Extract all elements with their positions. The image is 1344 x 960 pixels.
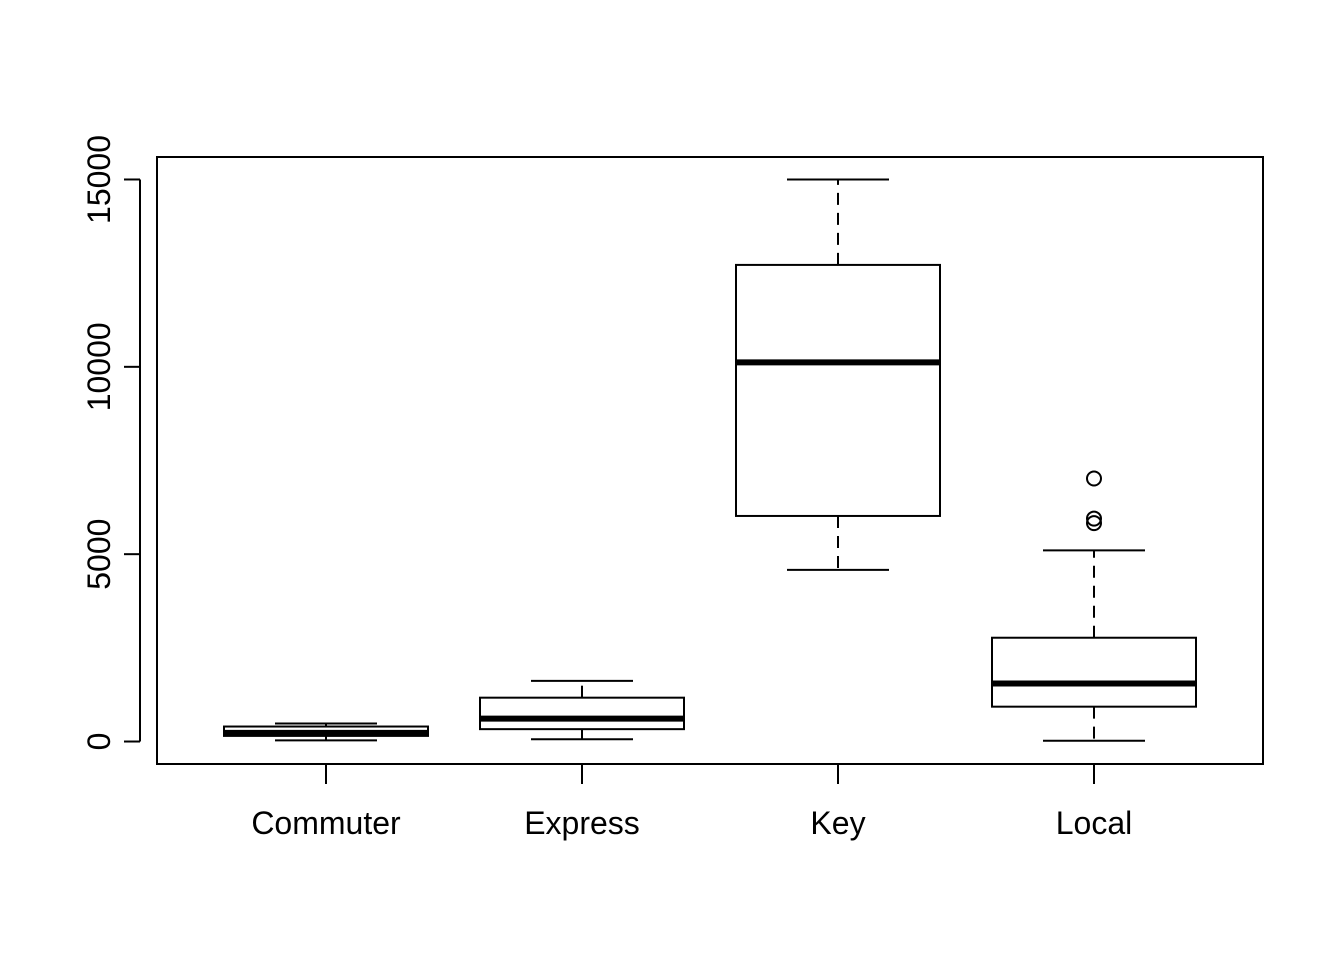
outlier-point xyxy=(1086,515,1102,532)
iqr-box xyxy=(479,696,685,731)
box-express xyxy=(479,679,685,741)
x-axis: Commuter Express Key Local xyxy=(251,764,1132,841)
iqr-box xyxy=(991,636,1197,708)
y-axis: 0 5000 10000 15000 xyxy=(81,135,141,751)
x-category-label: Express xyxy=(524,805,640,841)
y-tick-label: 0 xyxy=(81,733,117,751)
plot-frame xyxy=(156,156,1264,765)
x-category-label: Key xyxy=(810,805,865,841)
boxes-group xyxy=(223,178,1197,742)
x-category-label: Commuter xyxy=(251,805,401,841)
box-commuter xyxy=(223,722,429,742)
y-tick-label: 15000 xyxy=(81,135,117,224)
y-tick-label: 5000 xyxy=(81,519,117,590)
iqr-box xyxy=(735,263,941,517)
box-key xyxy=(735,178,941,571)
outlier-point xyxy=(1086,470,1102,487)
box-local xyxy=(991,470,1197,742)
y-tick-label: 10000 xyxy=(81,322,117,411)
outlier-point xyxy=(1086,510,1102,527)
x-category-label: Local xyxy=(1056,805,1133,841)
